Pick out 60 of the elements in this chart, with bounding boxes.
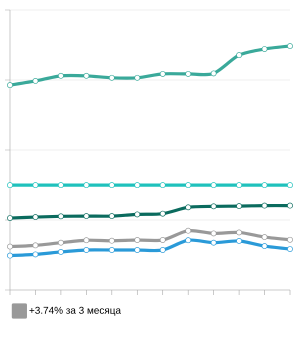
point (134, 182, 140, 188)
point (236, 203, 242, 210)
point (185, 182, 192, 188)
point (160, 237, 166, 243)
point (108, 74, 115, 81)
point (236, 182, 242, 188)
point (134, 74, 140, 81)
point (236, 52, 242, 58)
point (7, 244, 13, 250)
point (262, 46, 268, 52)
point (58, 213, 64, 220)
point (262, 182, 268, 188)
point (160, 247, 166, 253)
point (185, 237, 192, 244)
point (287, 43, 293, 50)
point (7, 252, 13, 259)
point (108, 182, 115, 188)
point (58, 182, 64, 188)
point (262, 243, 268, 250)
point (32, 251, 38, 258)
point (262, 234, 268, 240)
point (160, 70, 166, 77)
point (185, 204, 192, 210)
point (7, 82, 13, 88)
point (262, 202, 268, 209)
point (108, 247, 115, 253)
point (83, 237, 90, 244)
point (287, 236, 293, 243)
point (160, 210, 166, 217)
point (236, 230, 242, 236)
point (185, 228, 192, 234)
point (287, 246, 293, 252)
point (210, 203, 217, 210)
point (108, 213, 115, 220)
point (32, 214, 38, 220)
point (83, 72, 90, 79)
point (32, 182, 38, 188)
point (83, 213, 90, 220)
point (185, 70, 192, 77)
point (134, 211, 140, 218)
point (236, 238, 242, 244)
point (134, 247, 140, 253)
point (83, 247, 90, 253)
point (287, 202, 293, 209)
point (7, 182, 13, 188)
point (210, 70, 217, 76)
point (32, 78, 38, 84)
point (58, 249, 64, 255)
point (210, 240, 217, 246)
point (58, 72, 64, 79)
point (108, 238, 115, 244)
point (83, 182, 90, 188)
point (287, 182, 293, 188)
point (160, 182, 166, 188)
point (134, 237, 140, 243)
point (32, 242, 38, 248)
point (7, 215, 13, 221)
point (210, 182, 217, 188)
legend-label: +3.74% за 3 месяца (29, 306, 121, 316)
point (58, 240, 64, 246)
